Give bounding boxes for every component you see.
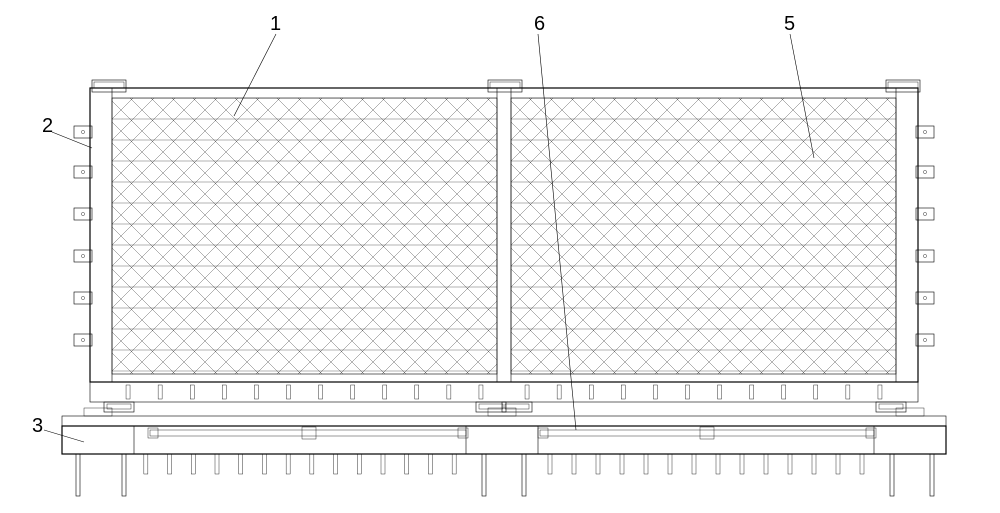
callout-leader-1 (234, 34, 276, 116)
callout-leader-5 (790, 34, 814, 158)
callout-label-3: 3 (32, 415, 43, 437)
callout-leader-6 (538, 34, 576, 430)
callout-leader-2 (52, 132, 92, 148)
callout-label-5: 5 (784, 13, 795, 35)
callout-leader-3 (44, 430, 84, 442)
callout-label-2: 2 (42, 115, 53, 137)
engineering-diagram: 1 6 5 2 3 (0, 0, 1000, 513)
callout-label-6: 6 (534, 13, 545, 35)
callout-label-1: 1 (270, 13, 281, 35)
